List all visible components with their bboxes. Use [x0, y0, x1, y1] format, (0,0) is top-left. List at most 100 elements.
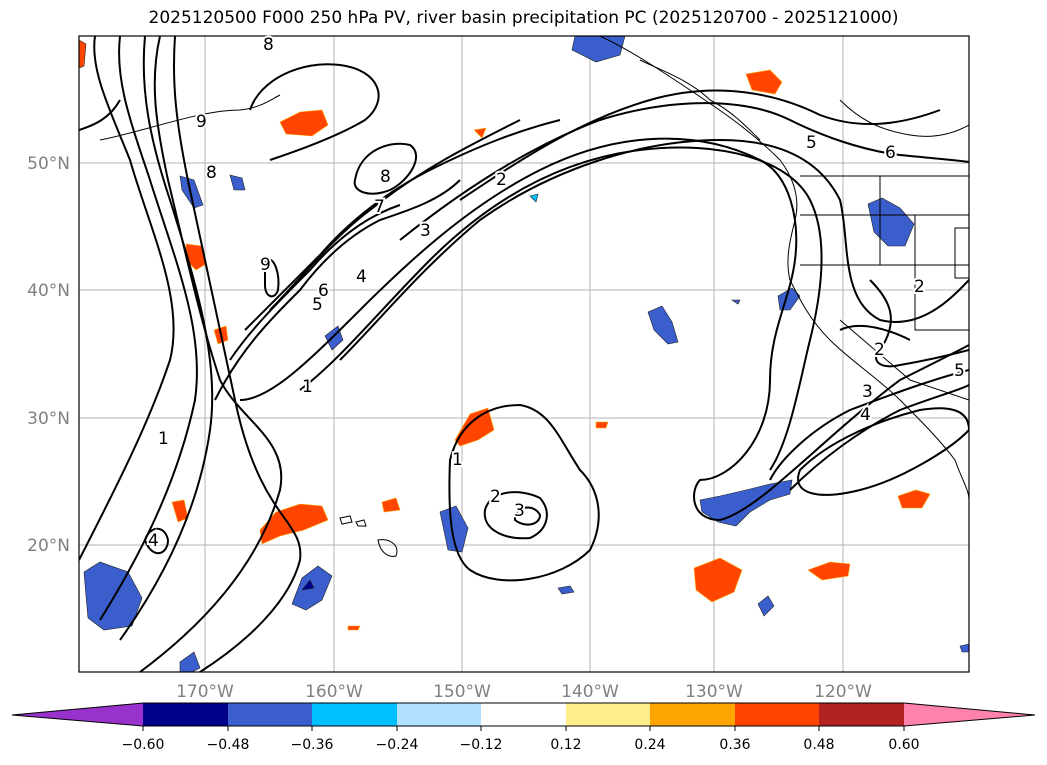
contour-label: 5	[954, 361, 965, 381]
colorbar-label: 0.36	[719, 737, 750, 753]
precip-blob	[529, 193, 539, 203]
contour-label: 1	[452, 450, 463, 470]
coastline	[639, 59, 761, 141]
lat-label-40n: 40°N	[27, 281, 70, 301]
colorbar-segment	[819, 703, 904, 726]
pv-contour-line	[483, 491, 548, 540]
lat-label-30n: 30°N	[27, 409, 70, 429]
precip-blob	[693, 557, 743, 603]
contour-label: 4	[148, 531, 159, 551]
island	[339, 515, 353, 525]
coastline	[99, 94, 281, 141]
pv-contour-line	[353, 142, 417, 195]
pv-contour-line	[448, 403, 600, 582]
colorbar-label: 0.12	[550, 737, 581, 753]
contour-label: 3	[420, 221, 431, 241]
colorbar-segment	[566, 703, 650, 726]
precip-blob	[897, 489, 931, 509]
contour-label: 6	[885, 143, 896, 163]
contour-label: 1	[158, 429, 169, 449]
contour-label: 9	[196, 112, 207, 132]
colorbar-segment	[650, 703, 735, 726]
pv-contour-line	[214, 179, 461, 401]
contour-label: 3	[514, 501, 525, 521]
pv-contour-line	[264, 258, 280, 298]
gridlines	[79, 36, 969, 672]
coastline	[599, 36, 969, 501]
pv-contour-line	[79, 99, 121, 131]
precip-blob	[301, 579, 315, 591]
precip-blob	[571, 36, 626, 63]
colorbar-segment	[312, 703, 397, 726]
contour-label: 8	[380, 167, 391, 187]
contour-label: 2	[490, 487, 501, 507]
pv-contour-line	[299, 146, 823, 471]
colorbar-segment	[735, 703, 819, 726]
coastline	[839, 99, 969, 137]
map-frame	[78, 35, 970, 673]
precip-blob	[439, 505, 469, 553]
colorbar-label: −0.60	[122, 737, 165, 753]
lon-label-140w: 140°W	[561, 682, 619, 702]
colorbar-label: −0.24	[376, 737, 419, 753]
precip-blob	[745, 69, 783, 95]
colorbar-label: 0.60	[888, 737, 919, 753]
state-border	[839, 319, 969, 401]
lon-label-150w: 150°W	[433, 682, 491, 702]
colorbar-label: −0.12	[460, 737, 503, 753]
island	[377, 539, 398, 557]
pv-contour-line	[99, 36, 198, 621]
pv-contour-line	[172, 36, 302, 672]
pv-contour-line	[869, 279, 969, 368]
precip-blob	[595, 421, 609, 429]
precip-blob	[347, 625, 361, 631]
contour-label-group: 8 9 8 9 8 7 3 2 5 6 4 5 6 1 1 4 1 2 3 2 …	[146, 33, 967, 553]
colorbar-segment	[228, 703, 312, 726]
contour-label: 1	[302, 377, 313, 397]
contour-label: 6	[318, 281, 329, 301]
pv-contours	[79, 36, 969, 672]
pv-contour-line	[769, 369, 969, 481]
colorbar-segment	[397, 703, 481, 726]
lon-label-170w: 170°W	[176, 682, 234, 702]
contour-label: 4	[860, 405, 871, 425]
pv-contour-line	[229, 204, 401, 361]
precip-blob	[454, 407, 495, 447]
longitude-labels: 170°W 160°W 150°W 140°W 130°W 120°W	[176, 682, 872, 702]
precip-blob	[807, 561, 851, 581]
precip-blob	[647, 305, 679, 345]
pv-contour-line	[459, 89, 941, 201]
precipitation-shading	[79, 36, 969, 672]
colorbar-segment	[904, 703, 1035, 726]
precip-blob	[259, 503, 329, 545]
contour-label: 2	[874, 340, 885, 360]
lon-label-120w: 120°W	[814, 682, 872, 702]
colorbar-label: −0.48	[207, 737, 250, 753]
pv-contour-line	[249, 63, 380, 161]
state-border	[954, 227, 969, 279]
colorbar-label: 0.24	[634, 737, 665, 753]
contour-label: 4	[356, 267, 367, 287]
colorbar-label: −0.36	[291, 737, 334, 753]
precip-blob	[83, 561, 143, 631]
precip-blob	[959, 643, 969, 653]
colorbar-label: 0.48	[803, 737, 834, 753]
coastlines	[99, 36, 969, 557]
pv-contour-line	[839, 324, 911, 341]
pv-contour-line	[79, 36, 175, 561]
precip-blob	[381, 497, 401, 513]
pv-contour-line	[269, 119, 521, 311]
colorbar: −0.60 −0.48 −0.36 −0.24 −0.12 0.12 0.24 …	[11, 702, 1036, 753]
pv-contour-line	[244, 119, 561, 331]
colorbar-segment	[143, 703, 228, 726]
precip-blob	[79, 39, 87, 69]
precip-blob	[229, 174, 246, 191]
island	[355, 519, 367, 527]
contour-label: 3	[862, 382, 873, 402]
lat-label-20n: 20°N	[27, 536, 70, 556]
colorbar-segment	[12, 703, 143, 726]
lat-label-50n: 50°N	[27, 154, 70, 174]
pv-contour-line	[143, 527, 170, 555]
contour-label: 5	[312, 295, 323, 315]
state-border	[914, 215, 969, 331]
